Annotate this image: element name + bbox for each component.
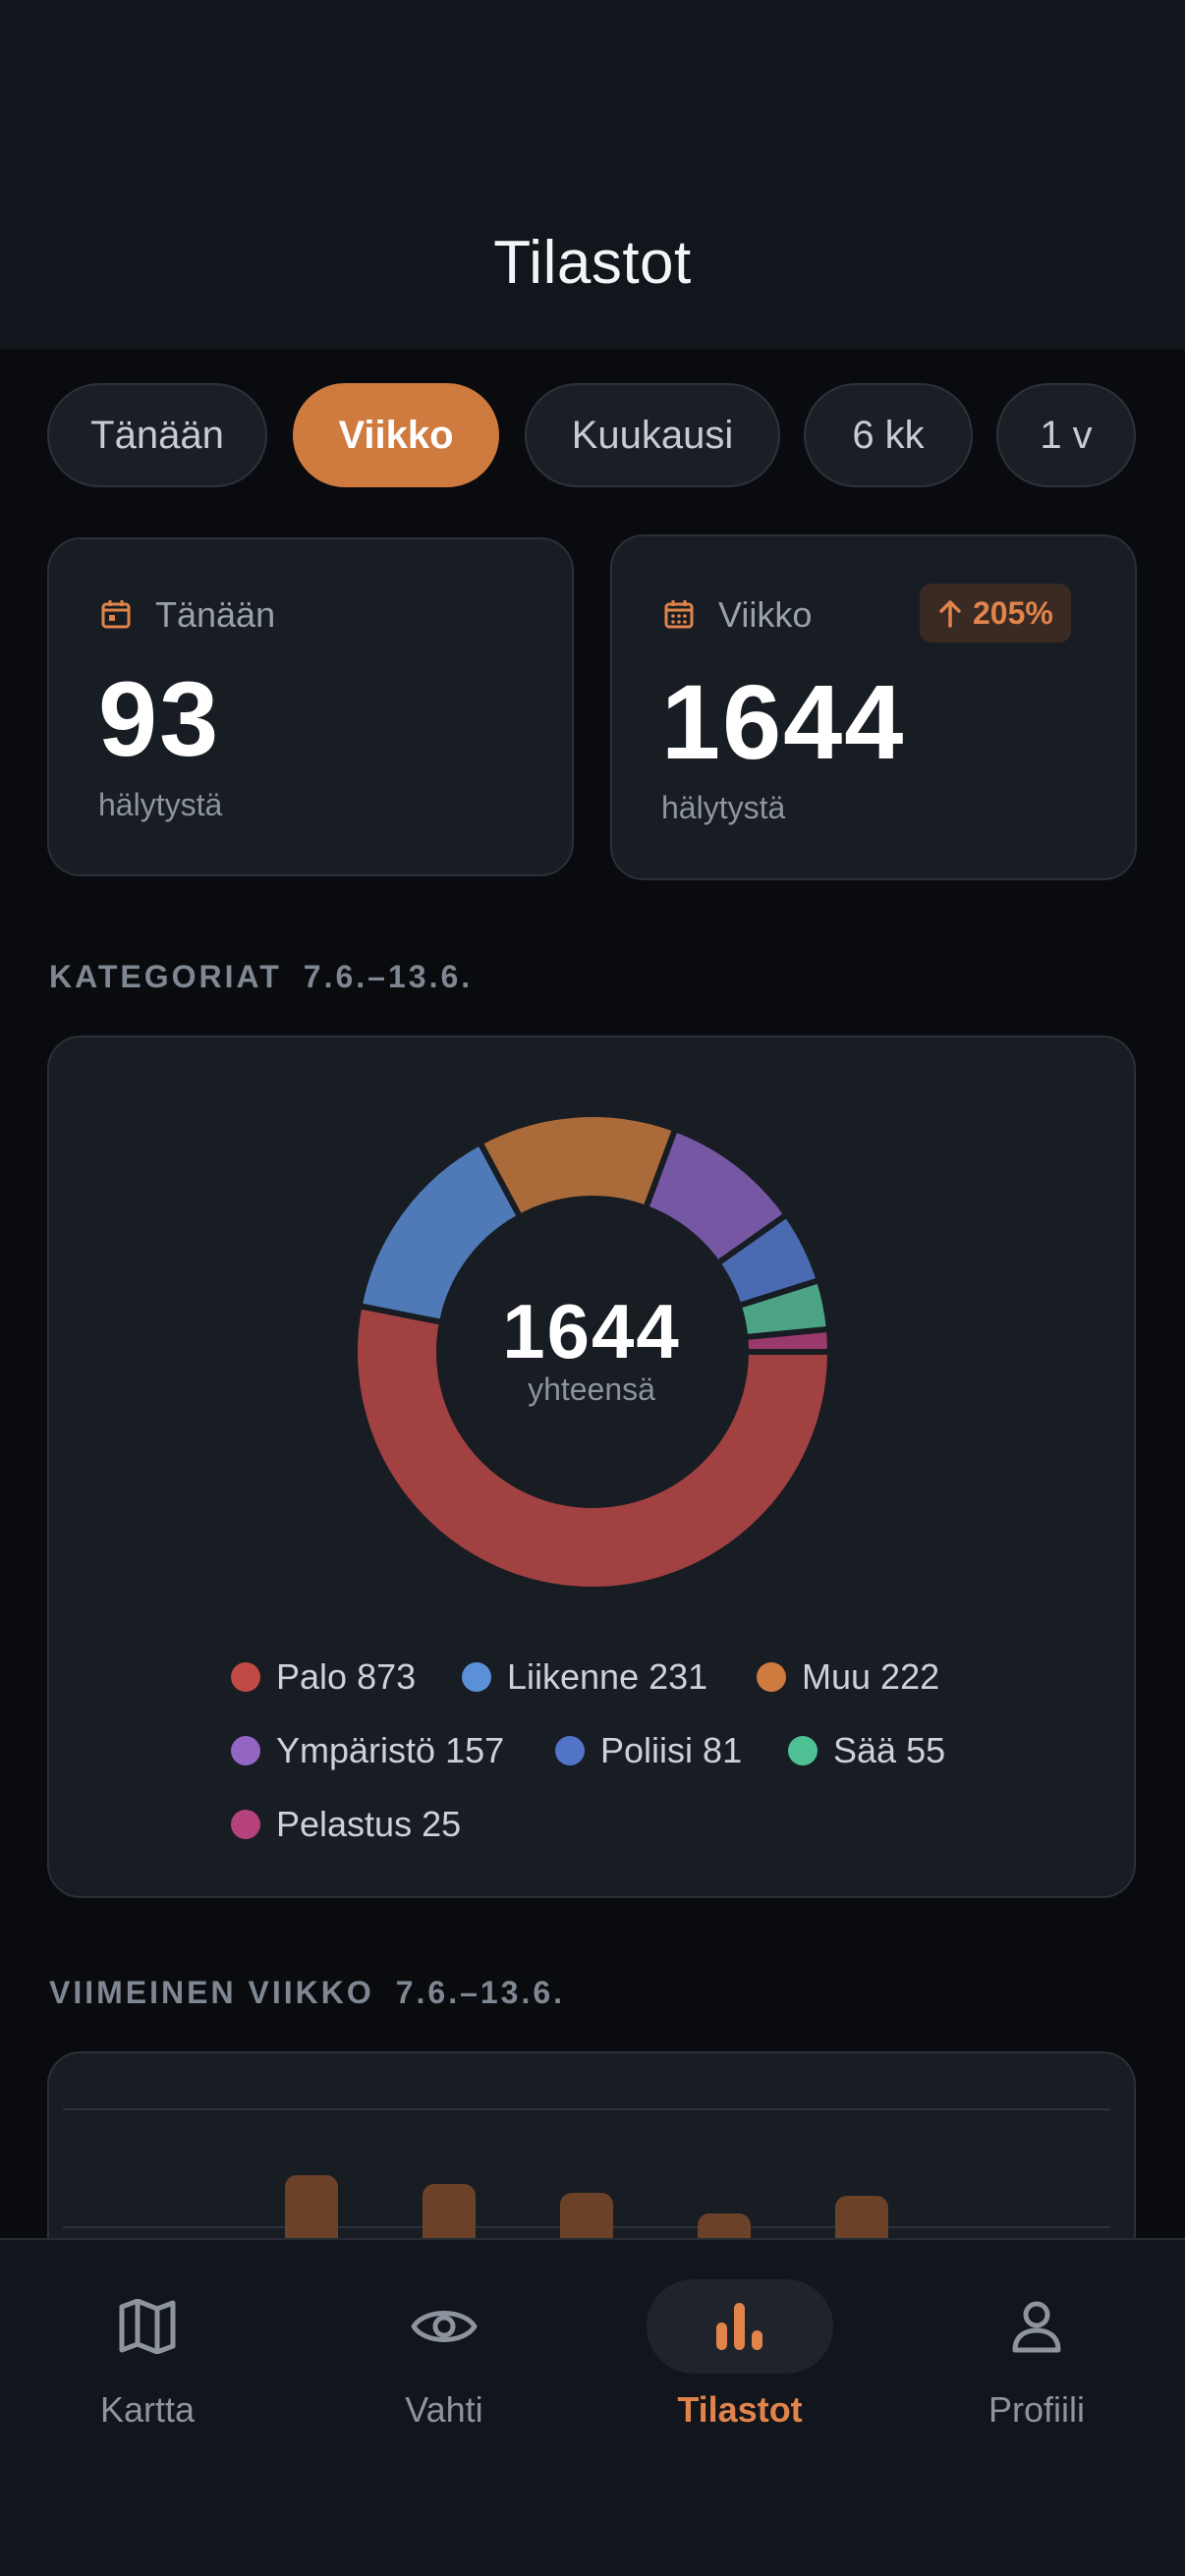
legend-value: 157 — [445, 1730, 505, 1770]
nav-icon-container — [647, 2279, 833, 2374]
legend-name: Poliisi — [600, 1730, 694, 1770]
legend-name: Palo — [276, 1656, 348, 1697]
nav-label: Vahti — [405, 2389, 483, 2430]
change-badge: 205% — [920, 584, 1071, 643]
stat-value: 1644 — [661, 662, 906, 781]
arrow-up-icon — [939, 600, 961, 628]
legend-value: 25 — [422, 1804, 462, 1844]
eye-icon — [411, 2311, 478, 2342]
calendar-icon — [664, 600, 694, 629]
section-title-text: KATEGORIAT — [49, 959, 282, 994]
stat-value: 93 — [98, 659, 221, 778]
categories-card: 1644 yhteensä Palo 873 Liikenne 231 Muu … — [47, 1036, 1136, 1898]
donut-chart — [352, 1111, 834, 1593]
map-icon — [119, 2299, 176, 2354]
range-pill-today[interactable]: Tänään — [47, 383, 267, 487]
legend-item-liikenne[interactable]: Liikenne 231 — [462, 1656, 707, 1698]
range-pill-1y[interactable]: 1 v — [996, 383, 1136, 487]
legend-value: 222 — [880, 1656, 940, 1697]
stat-unit: hälytystä — [98, 787, 223, 822]
range-selector: Tänään Viikko Kuukausi 6 kk 1 v — [0, 383, 1185, 487]
legend-dot — [231, 1736, 260, 1765]
nav-icon-container — [351, 2279, 537, 2374]
legend-name: Ympäristö — [276, 1730, 436, 1770]
legend-dot — [757, 1662, 786, 1692]
range-pill-week[interactable]: Viikko — [293, 383, 499, 487]
legend-value: 231 — [649, 1656, 708, 1697]
legend-dot — [231, 1662, 260, 1692]
donut-slice-pelastus[interactable] — [742, 1325, 834, 1355]
nav-label: Profiili — [988, 2389, 1085, 2430]
legend-item-pelastus[interactable]: Pelastus 25 — [231, 1804, 461, 1845]
legend-dot — [555, 1736, 585, 1765]
section-date-range: 7.6.–13.6. — [395, 1975, 566, 2010]
nav-icon-container — [943, 2279, 1130, 2374]
legend-dot — [231, 1810, 260, 1839]
legend-name: Sää — [833, 1730, 897, 1770]
stat-unit: hälytystä — [661, 790, 786, 825]
nav-label: Tilastot — [677, 2389, 803, 2430]
header: Tilastot — [0, 0, 1185, 349]
legend-item-ymparisto[interactable]: Ympäristö 157 — [231, 1730, 504, 1771]
legend-item-muu[interactable]: Muu 222 — [757, 1656, 939, 1698]
stat-card-week: Viikko 205% 1644 hälytystä — [610, 534, 1137, 880]
nav-item-tilastot[interactable]: Tilastot — [622, 2279, 858, 2456]
donut-total-label: yhteensä — [528, 1372, 655, 1407]
legend-dot — [788, 1736, 818, 1765]
legend-name: Muu — [802, 1656, 872, 1697]
donut-slice-palo[interactable] — [352, 1302, 834, 1593]
page-title: Tilastot — [493, 229, 692, 297]
nav-item-vahti[interactable]: Vahti — [326, 2279, 562, 2456]
legend-value: 873 — [357, 1656, 417, 1697]
stat-label: Tänään — [155, 594, 276, 635]
weekly-section-title: VIIMEINEN VIIKKO 7.6.–13.6. — [49, 1975, 565, 2011]
legend-name: Pelastus — [276, 1804, 413, 1844]
change-value: 205% — [973, 594, 1053, 631]
bar-chart-icon — [716, 2303, 762, 2350]
categories-section-title: KATEGORIAT 7.6.–13.6. — [49, 959, 473, 995]
user-icon — [1012, 2301, 1061, 2353]
bottom-navigation: Kartta Vahti Tilastot — [0, 2238, 1185, 2576]
legend-item-palo[interactable]: Palo 873 — [231, 1656, 416, 1698]
range-pill-6m[interactable]: 6 kk — [804, 383, 973, 487]
legend-dot — [462, 1662, 491, 1692]
legend-item-poliisi[interactable]: Poliisi 81 — [555, 1730, 742, 1771]
legend-item-saa[interactable]: Sää 55 — [788, 1730, 945, 1771]
range-pill-month[interactable]: Kuukausi — [525, 383, 780, 487]
legend-name: Liikenne — [507, 1656, 640, 1697]
legend-value: 81 — [703, 1730, 743, 1770]
grid-line — [63, 2108, 1110, 2110]
section-title-text: VIIMEINEN VIIKKO — [49, 1975, 374, 2010]
nav-item-kartta[interactable]: Kartta — [29, 2279, 265, 2456]
legend-value: 55 — [906, 1730, 946, 1770]
nav-label: Kartta — [99, 2389, 196, 2430]
section-date-range: 7.6.–13.6. — [303, 959, 474, 994]
donut-total: 1644 — [502, 1288, 681, 1374]
stat-card-today: Tänään 93 hälytystä — [47, 537, 574, 876]
calendar-icon — [101, 600, 131, 629]
stat-label: Viikko — [718, 594, 813, 635]
nav-icon-container — [54, 2279, 241, 2374]
nav-item-profiili[interactable]: Profiili — [919, 2279, 1155, 2456]
